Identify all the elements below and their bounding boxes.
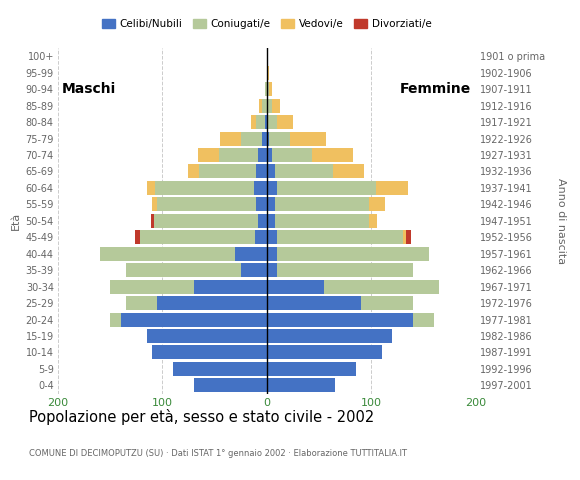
Bar [267,280,324,294]
Bar [173,362,267,376]
Bar [235,247,267,261]
Bar [110,312,121,326]
Bar [126,263,241,277]
Bar [267,230,277,244]
Bar [277,181,376,195]
Bar [110,280,194,294]
Bar [405,230,411,244]
Bar [361,296,413,310]
Bar [147,329,267,343]
Bar [275,214,369,228]
Bar [147,181,155,195]
Bar [121,312,267,326]
Bar [259,98,262,113]
Bar [199,165,256,179]
Bar [403,230,405,244]
Bar [262,132,267,145]
Bar [267,181,277,195]
Bar [241,132,262,145]
Bar [255,230,267,244]
Bar [413,312,434,326]
Bar [272,148,311,162]
Bar [376,181,408,195]
Bar [241,263,267,277]
Legend: Celibi/Nubili, Coniugati/e, Vedovi/e, Divorziati/e: Celibi/Nubili, Coniugati/e, Vedovi/e, Di… [98,15,436,33]
Bar [275,165,332,179]
Bar [194,378,267,392]
Bar [198,148,219,162]
Bar [267,197,275,211]
Text: COMUNE DI DECIMOPUTZU (SU) · Dati ISTAT 1° gennaio 2002 · Elaborazione TUTTITALI: COMUNE DI DECIMOPUTZU (SU) · Dati ISTAT … [29,449,407,458]
Bar [194,280,267,294]
Bar [256,197,267,211]
Bar [267,214,275,228]
Text: Popolazione per età, sesso e stato civile - 2002: Popolazione per età, sesso e stato civil… [29,409,374,425]
Y-axis label: Anno di nascita: Anno di nascita [556,178,566,264]
Bar [267,66,269,80]
Bar [256,165,267,179]
Bar [267,329,392,343]
Bar [311,148,353,162]
Bar [369,214,378,228]
Bar [290,132,327,145]
Bar [152,197,157,211]
Bar [256,115,264,129]
Bar [267,165,275,179]
Bar [269,132,290,145]
Bar [272,98,280,113]
Bar [259,214,267,228]
Bar [267,247,277,261]
Bar [277,230,403,244]
Bar [332,165,364,179]
Bar [267,98,272,113]
Bar [369,197,385,211]
Bar [251,115,256,129]
Bar [262,98,267,113]
Bar [277,263,413,277]
Bar [100,247,235,261]
Bar [152,346,267,360]
Bar [277,247,429,261]
Bar [267,82,269,96]
Bar [275,197,369,211]
Bar [267,362,356,376]
Bar [155,181,254,195]
Bar [151,214,154,228]
Bar [277,115,293,129]
Bar [269,82,272,96]
Bar [157,197,256,211]
Bar [254,181,267,195]
Bar [267,263,277,277]
Bar [135,230,140,244]
Bar [220,132,241,145]
Bar [267,346,382,360]
Bar [154,214,259,228]
Bar [267,312,413,326]
Bar [126,296,157,310]
Bar [188,165,199,179]
Bar [219,148,259,162]
Bar [267,378,335,392]
Bar [140,230,255,244]
Bar [267,132,269,145]
Text: Maschi: Maschi [62,82,117,96]
Bar [324,280,439,294]
Bar [267,296,361,310]
Y-axis label: Età: Età [11,212,21,230]
Bar [157,296,267,310]
Text: Femmine: Femmine [400,82,472,96]
Bar [259,148,267,162]
Bar [264,82,267,96]
Bar [267,115,277,129]
Bar [264,115,267,129]
Bar [267,148,272,162]
